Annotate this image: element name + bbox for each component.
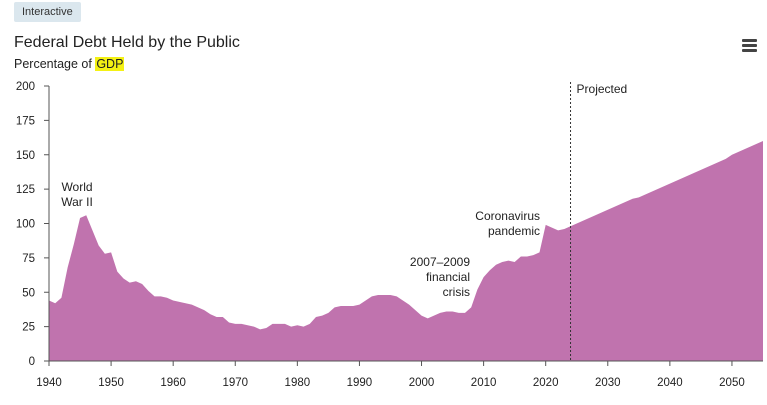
chart-subtitle: Percentage of GDP (14, 57, 125, 71)
x-tick-label: 2000 (409, 377, 435, 389)
annotation-line: 2007–2009 (410, 255, 470, 269)
hamburger-menu-icon[interactable] (741, 37, 759, 53)
y-tick-label: 175 (16, 115, 35, 127)
subtitle-highlight: GDP (95, 57, 125, 71)
annotation-line: War II (61, 195, 93, 209)
annotation-line: financial (426, 270, 470, 284)
subtitle-text: Percentage of (14, 57, 96, 71)
annotation-line: crisis (443, 285, 470, 299)
x-tick-label: 1950 (98, 377, 124, 389)
x-tick-label: 1970 (222, 377, 248, 389)
y-tick-label: 200 (16, 81, 35, 93)
y-tick-label: 125 (16, 184, 35, 196)
annotation-line: Coronavirus (475, 209, 540, 223)
annotation-label: World War II (61, 180, 93, 209)
axis-layer: 0 25 50 75 100 125 150 175 200 1940 1950 1960 1970 19… (16, 81, 763, 389)
y-tick-label: 75 (22, 253, 35, 265)
y-tick-label: 0 (29, 356, 35, 368)
area-layer (49, 141, 763, 361)
x-tick-label: 2030 (595, 377, 621, 389)
projection-label: Projected (577, 82, 628, 96)
interactive-badge: Interactive (14, 2, 81, 22)
x-tick-label: 1940 (36, 377, 62, 389)
x-tick-label: 1990 (347, 377, 373, 389)
y-tick-label: 100 (16, 219, 35, 231)
y-tick-label: 25 (22, 322, 35, 334)
y-tick-label: 150 (16, 150, 35, 162)
y-tick-label: 50 (22, 287, 35, 299)
debt-area (49, 141, 763, 361)
menu-bar (742, 39, 757, 42)
annotation-label: Coronavirus pandemic (475, 209, 540, 238)
x-tick-label: 2020 (533, 377, 559, 389)
x-tick-label: 2040 (657, 377, 683, 389)
annotation-line: World (61, 180, 92, 194)
annotation-label: 2007–2009 financial crisis (410, 255, 470, 299)
x-tick-label: 2050 (719, 377, 745, 389)
chart-title: Federal Debt Held by the Public (14, 34, 240, 51)
annotation-line: pandemic (488, 224, 540, 238)
x-tick-label: 2010 (471, 377, 497, 389)
menu-bar (742, 44, 757, 47)
x-tick-label: 1980 (285, 377, 311, 389)
menu-bar (742, 49, 757, 52)
x-tick-label: 1960 (160, 377, 186, 389)
